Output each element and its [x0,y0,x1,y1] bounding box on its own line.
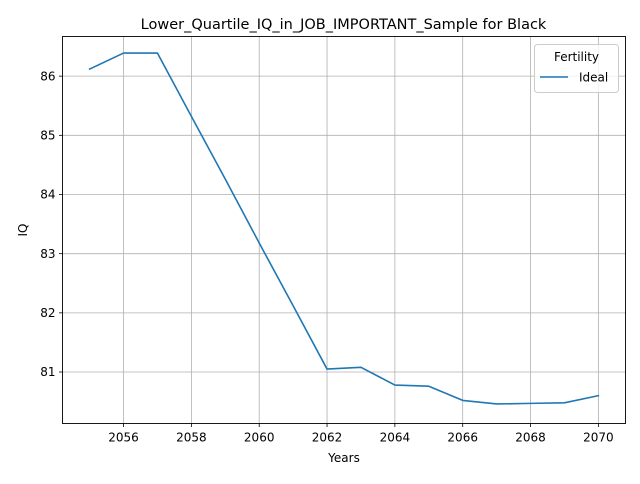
y-axis-label: IQ [16,224,30,237]
legend-title: Fertility [554,50,599,64]
x-tick-label: 2068 [515,431,546,445]
x-tick-label: 2070 [583,431,614,445]
legend-box [534,44,619,93]
x-tick-label: 2060 [244,431,275,445]
x-axis-label: Years [327,451,360,465]
legend: Fertility Ideal [534,44,619,93]
chart-title: Lower_Quartile_IQ_in_JOB_IMPORTANT_Sampl… [141,17,547,33]
y-tick-label: 83 [40,247,55,261]
y-tick-label: 85 [40,129,55,143]
y-tick-label: 81 [40,365,55,379]
axis-ticks: 2056 2058 2060 2062 2064 2066 2068 2070 81 82 83 84… [40,69,613,444]
plot-area-frame [62,36,626,424]
y-tick-label: 82 [40,306,55,320]
legend-entry-label: Ideal [579,71,608,85]
y-tick-label: 86 [40,69,55,83]
series-line-ideal [88,52,600,405]
y-tick-label: 84 [40,188,55,202]
x-tick-label: 2062 [312,431,343,445]
x-tick-label: 2058 [176,431,207,445]
x-tick-label: 2064 [380,431,411,445]
x-tick-label: 2066 [447,431,478,445]
series-layer [88,52,600,405]
x-tick-label: 2056 [108,431,139,445]
grid-lines [62,36,626,424]
